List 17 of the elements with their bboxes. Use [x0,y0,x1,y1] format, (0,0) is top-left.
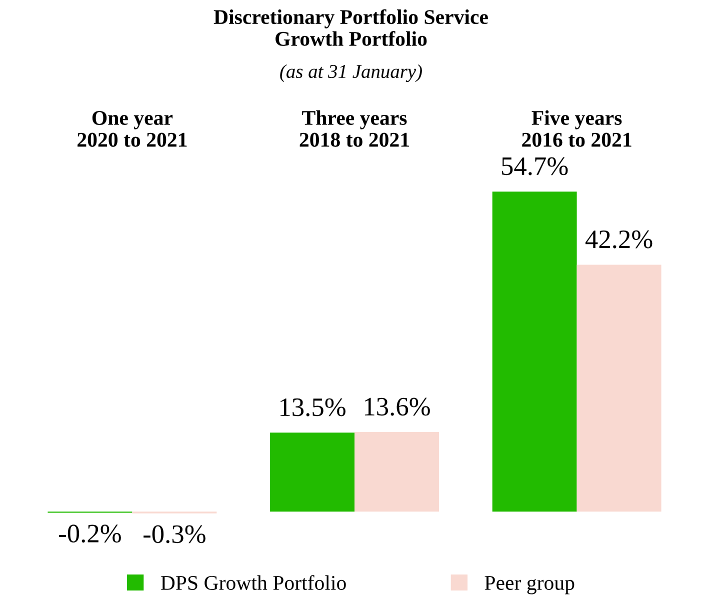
legend-label: DPS Growth Portfolio [160,575,346,590]
x-tick-label: Five years 2016 to 2021 [522,110,632,147]
x-tick-label: Three years 2018 to 2021 [300,110,409,147]
legend-label: Peer group [484,576,574,594]
chart-subtitle: (as at 31 January) [280,64,422,82]
bar [270,432,355,512]
data-label: -0.3% [144,525,206,544]
data-label: 13.6% [364,398,430,416]
data-label: 42.2% [585,230,652,248]
data-label: 54.7% [502,157,568,176]
bar [576,264,662,512]
x-tick-label: One year 2020 to 2021 [78,110,187,147]
chart-title: Discretionary Portfolio Service Growth Portfolio [214,9,488,46]
data-label: 13.5% [280,398,346,416]
bar [492,192,577,512]
bar [354,432,439,512]
data-label: -0.2% [59,524,121,543]
